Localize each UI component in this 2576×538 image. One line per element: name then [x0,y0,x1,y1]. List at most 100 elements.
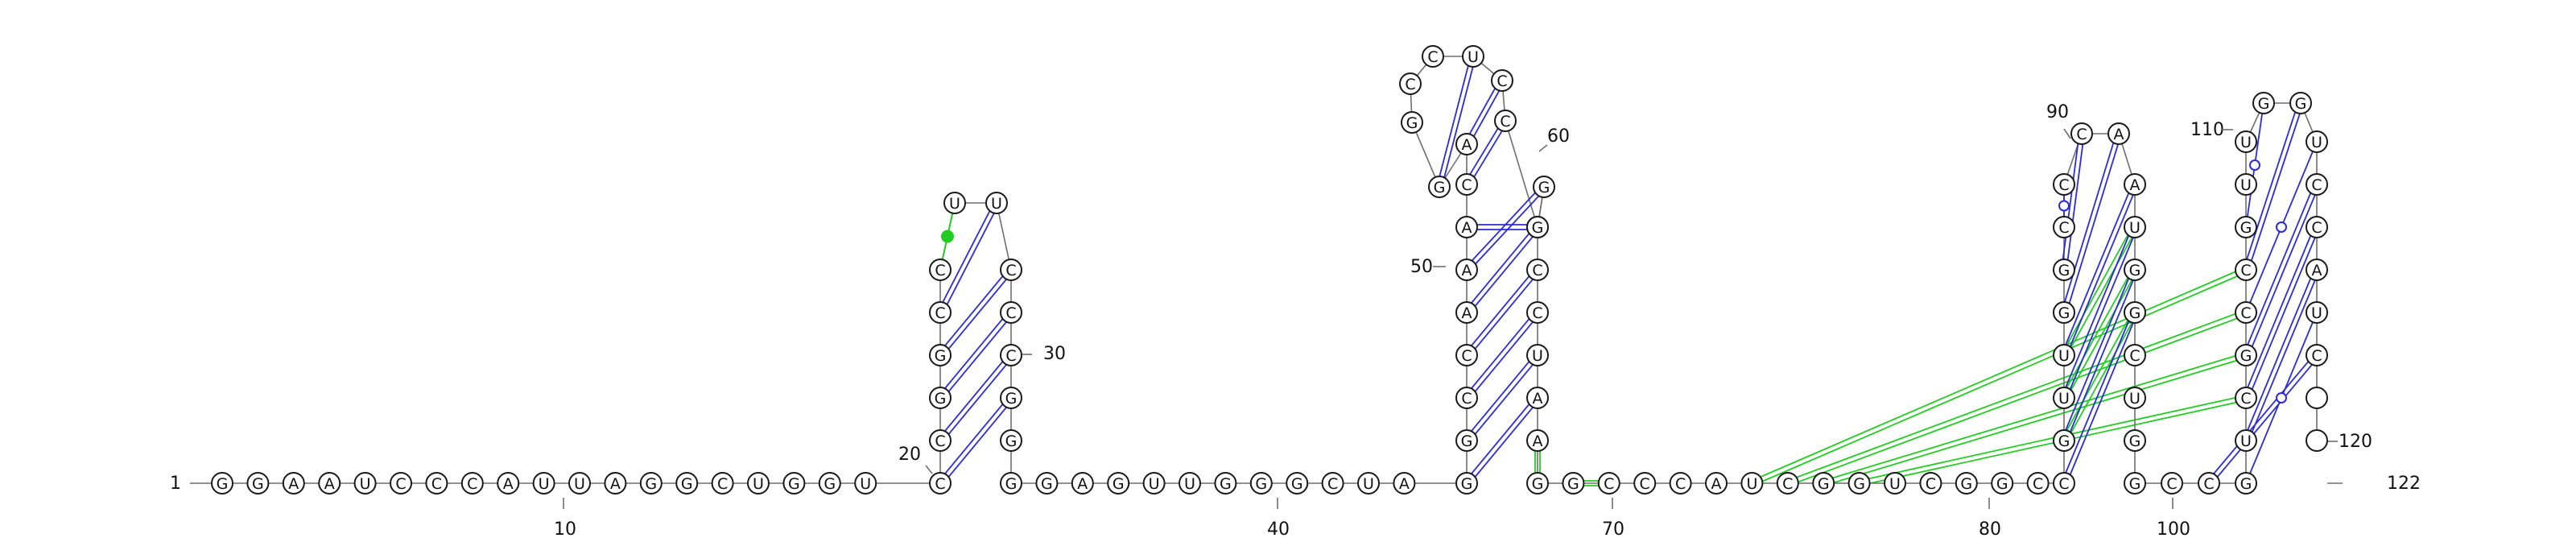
nucleotide-circle [1214,472,1237,495]
nucleotide-letter: C [1532,304,1542,322]
canonical-pair [937,395,1010,482]
nucleotide-circle [929,344,952,366]
nucleotide-circle [2235,301,2257,324]
nucleotide-letter: C [2129,347,2140,365]
nucleotide-letter: C [2076,126,2087,143]
nucleotide-letter: G [1434,179,1446,197]
nucleotide-letter: U [1889,475,1901,493]
nucleotide-circle [2053,216,2075,238]
nucleotide-circle [246,472,270,495]
nucleotide-11: U [568,472,591,495]
nucleotide-letter: U [991,195,1002,213]
nucleotide-59: C [1491,69,1513,92]
nucleotide-circle [2306,216,2328,238]
canonical-pair [2247,227,2320,399]
nucleotide-letter: U [2129,219,2140,237]
nucleotide-13: G [639,472,663,495]
nucleotide-40: G [1249,472,1273,495]
label-1: 1 [170,474,181,494]
label-70: 70 [1602,519,1624,538]
nucleotide-circle [2306,173,2328,196]
nucleotide-circle [2235,173,2257,196]
nucleotide-letter: C [2311,347,2322,365]
nucleotide-letter: A [2312,262,2322,279]
nucleotide-86: U [2053,387,2075,409]
nucleotide-64: C [1526,259,1549,281]
nucleotide-letter: A [1711,475,1722,493]
nucleotide-circle [1455,429,1478,452]
nucleotide-95: U [2124,216,2146,238]
nucleotide-letter: C [2240,262,2251,279]
nucleotide-circle [1526,387,1549,409]
pseudoknot-pair [1786,309,2246,482]
nucleotide-letter: C [1500,113,1510,130]
nucleotide-letter: C [1532,262,1542,279]
label-110: 110 [2190,120,2224,140]
nucleotide-45: G [1455,472,1478,495]
nucleotide-letter: G [1255,475,1267,493]
canonical-pair [2207,353,2316,482]
nucleotide-circle [929,429,952,452]
nucleotide-letter: C [1496,72,1507,90]
nucleotide-letter: C [467,475,477,493]
nucleotide-22: G [929,387,952,409]
nucleotide-letter: U [539,475,550,493]
nucleotide-circle [2198,472,2220,495]
nucleotide-letter: A [1399,475,1410,493]
canonical-pair [2061,311,2134,483]
canonical-pair [2061,133,2080,270]
nucleotide-circle [1526,472,1549,495]
nucleotide-circle [1399,72,1422,95]
canonical-pair [1468,313,1541,400]
nucleotide-circle [1000,301,1022,324]
canonical-pair [1468,271,1541,358]
nucleotide-84: C [2053,472,2075,495]
nucleotide-letter: C [1461,176,1472,194]
nucleotide-50: A [1455,259,1478,281]
nucleotide-circle [532,472,555,495]
nucleotide-letter: C [1604,475,1614,493]
canonical-pair [2065,312,2138,485]
nucleotide-letter: C [395,475,406,493]
nucleotide-119: U [2306,301,2328,324]
nucleotide-circle [1526,301,1549,324]
nucleotide-75: U [1740,472,1764,495]
nucleotide-letter: C [1782,475,1793,493]
nucleotide-circle [2252,92,2275,114]
label-20: 20 [898,445,921,465]
nucleotide-circle [1000,429,1022,452]
nucleotide-circle [929,259,952,281]
nucleotide-12: A [604,472,627,495]
nucleotide-77: G [1812,472,1835,495]
nucleotide-letter: G [788,475,800,493]
nucleotide-letter: G [645,475,657,493]
nucleotide-letter: C [1327,475,1338,493]
nucleotide-121 [2306,387,2328,409]
nucleotide-21: C [929,429,952,452]
nucleotide-83: C [2026,472,2050,495]
nucleotide-circle [353,472,377,495]
nucleotide-101: G [2124,472,2146,495]
nucleotide-circle [1249,472,1273,495]
nucleotide-letter: A [1077,475,1088,493]
nucleotide-circle [929,472,952,495]
nucleotide-43: U [1357,472,1380,495]
nucleotide-letter: G [2058,432,2070,450]
canonical-pair [1463,395,1537,482]
nucleotide-circle [2053,173,2075,196]
nucleotide-circle [1286,472,1309,495]
nucleotide-letter: C [1005,262,1016,279]
nucleotide-112: U [2235,130,2257,153]
nucleotide-80: C [1919,472,1942,495]
nucleotide-circle [1533,176,1555,198]
nucleotide-circle [2306,130,2328,153]
nucleotide-letter: C [935,432,945,450]
canonical-pair [2066,134,2085,271]
nucleotide-3: A [282,472,305,495]
nucleotide-letter: C [2311,176,2322,194]
nucleotide-circle [1455,387,1478,409]
nucleotide-49: A [1455,301,1478,324]
nucleotide-19: U [854,472,877,495]
nucleotide-letter: G [1818,475,1830,493]
nucleotide-102: C [2161,472,2183,495]
